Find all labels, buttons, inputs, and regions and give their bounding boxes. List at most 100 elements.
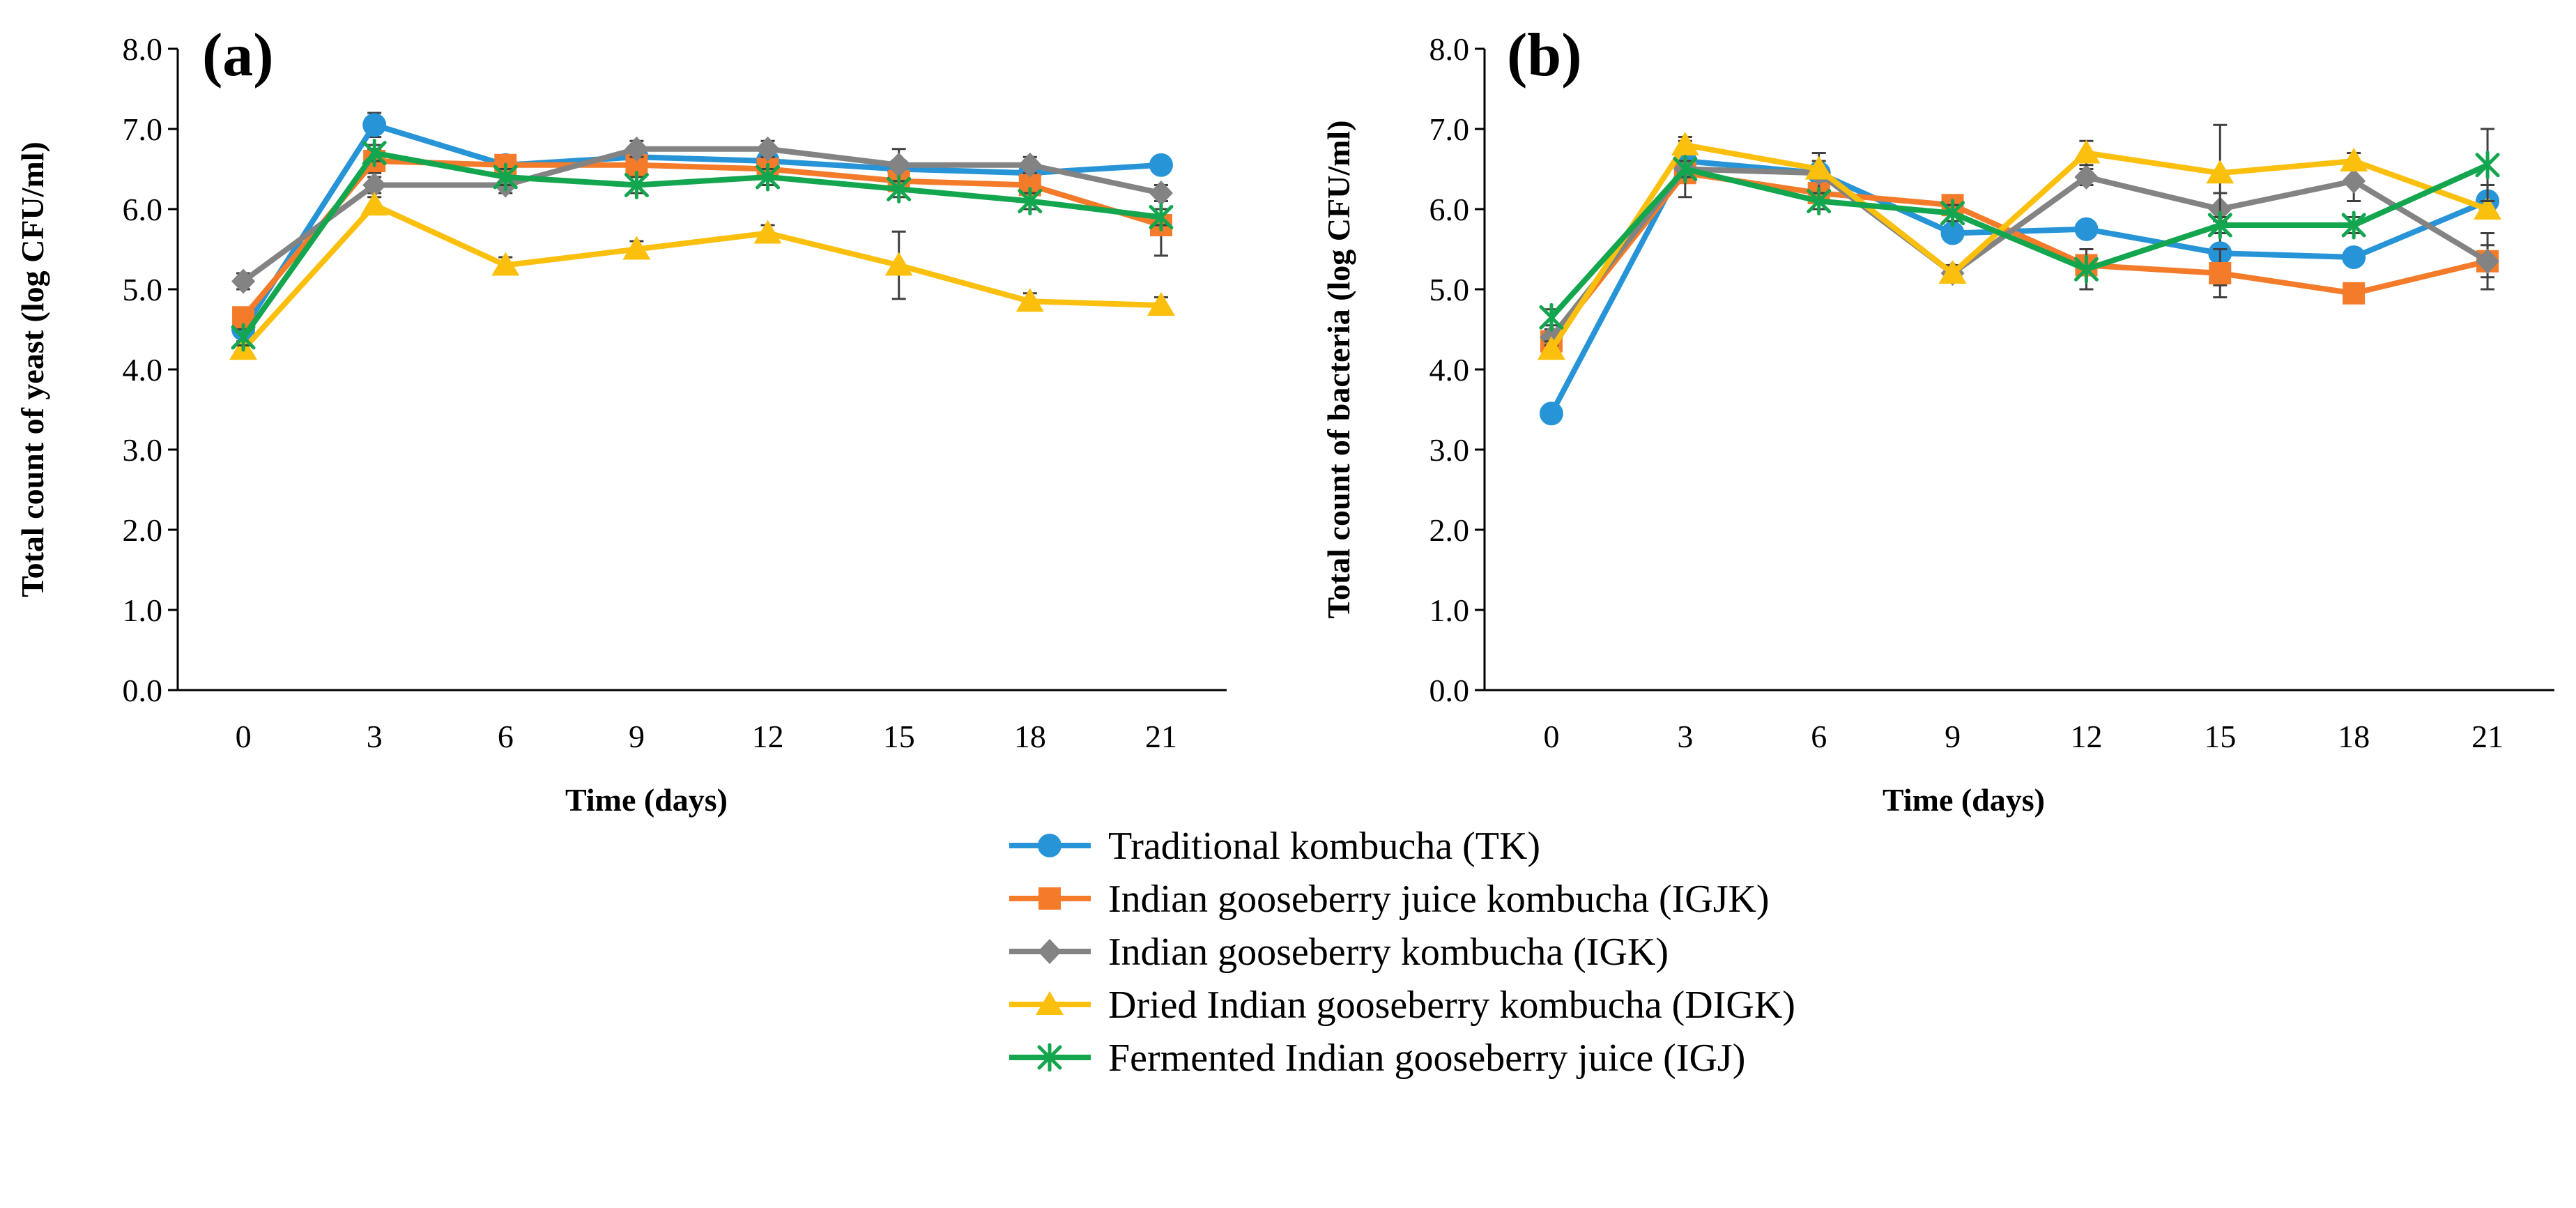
data-point — [1804, 155, 1833, 180]
legend-item-TK: Traditional kombucha (TK) — [1009, 825, 1540, 868]
data-point — [491, 252, 520, 276]
legend: Traditional kombucha (TK) Indian gooseber… — [1009, 825, 1795, 1080]
y-tick-label: 1.0 — [123, 592, 163, 628]
data-point — [2342, 245, 2366, 269]
data-point — [362, 139, 387, 167]
data-point — [1149, 203, 1174, 231]
x-tick-label: 6 — [1811, 719, 1827, 754]
data-point — [1671, 132, 1699, 155]
series-line — [240, 122, 1162, 331]
data-point — [362, 113, 387, 137]
y-tick-label: 5.0 — [1429, 272, 1470, 307]
x-tick-label: 9 — [1945, 719, 1961, 754]
data-point — [1018, 152, 1042, 178]
data-point — [2206, 160, 2234, 184]
legend-item-IGJK: Indian gooseberry juice kombucha (IGJK) — [1009, 878, 1770, 921]
x-tick-label: 18 — [2338, 719, 2370, 754]
series-line — [1549, 142, 2489, 351]
data-point — [1149, 181, 1173, 206]
data-point — [1938, 260, 1967, 284]
x-tick-label: 0 — [1543, 719, 1559, 754]
y-tick-label: 8.0 — [1429, 31, 1470, 67]
y-axis-title: Total count of yeast (log CFU/ml) — [15, 142, 50, 597]
y-tick-label: 1.0 — [1429, 592, 1470, 628]
series-IGK — [231, 136, 1173, 294]
y-tick-label: 2.0 — [1429, 512, 1470, 548]
x-tick-label: 9 — [629, 719, 645, 754]
data-point — [1149, 153, 1173, 177]
legend-item-IGK: Indian gooseberry kombucha (IGK) — [1009, 931, 1669, 974]
data-point — [2074, 217, 2099, 241]
data-point — [887, 152, 911, 178]
legend-label: Indian gooseberry juice kombucha (IGJK) — [1108, 878, 1770, 921]
y-tick-label: 6.0 — [1429, 192, 1470, 227]
legend-item-DIGK: Dried Indian gooseberry kombucha (DIGK) — [1009, 984, 1795, 1027]
data-point — [231, 323, 256, 352]
data-point — [753, 220, 782, 244]
series-DIGK — [1537, 123, 2502, 360]
y-tick-label: 0.0 — [123, 673, 163, 708]
x-tick-label: 12 — [2070, 719, 2102, 754]
series-line — [240, 150, 1162, 339]
y-tick-label: 0.0 — [1429, 673, 1470, 708]
legend-label: Dried Indian gooseberry kombucha (DIGK) — [1108, 984, 1795, 1027]
data-point — [2072, 139, 2101, 164]
data-point — [1807, 187, 1832, 215]
panel-label: (a) — [202, 22, 274, 89]
series-line — [1549, 162, 2489, 319]
legend-label: Fermented Indian gooseberry juice (IGJ) — [1108, 1037, 1745, 1080]
y-tick-label: 5.0 — [123, 272, 163, 307]
data-point — [2342, 168, 2366, 194]
y-axis-title: Total count of bacteria (log CFU/ml) — [1321, 120, 1356, 618]
y-tick-label: 2.0 — [123, 512, 163, 548]
x-tick-label: 0 — [236, 719, 252, 754]
legend-item-IGJ: Fermented Indian gooseberry juice (IGJ) — [1009, 1037, 1745, 1080]
y-tick-label: 7.0 — [123, 112, 163, 147]
series-line — [1549, 158, 2489, 415]
y-tick-label: 7.0 — [1429, 112, 1470, 147]
data-point — [493, 162, 518, 192]
data-point — [756, 136, 780, 162]
data-point — [1539, 303, 1564, 332]
data-point — [1018, 187, 1043, 215]
data-point — [1673, 155, 1698, 183]
y-tick-label: 3.0 — [123, 432, 163, 468]
y-tick-label: 3.0 — [1429, 432, 1470, 468]
data-point — [2474, 196, 2502, 220]
data-point — [2343, 282, 2366, 305]
data-point — [2475, 151, 2500, 180]
series-line — [240, 158, 1163, 319]
data-point — [756, 162, 781, 192]
legend-marker — [1038, 834, 1061, 857]
series-line — [241, 146, 1162, 284]
series-line — [1549, 166, 2490, 339]
data-point — [2340, 148, 2368, 171]
legend-marker — [1038, 939, 1061, 964]
legend-marker — [1036, 991, 1064, 1015]
data-point — [624, 171, 649, 199]
legend-label: Indian gooseberry kombucha (IGK) — [1108, 931, 1669, 974]
data-point — [362, 172, 387, 198]
x-tick-label: 3 — [1677, 719, 1693, 754]
data-point — [360, 192, 389, 216]
x-axis-title: Time (days) — [1883, 782, 2045, 818]
data-point — [1539, 402, 1563, 426]
panel-label: (b) — [1507, 22, 1582, 89]
x-tick-label: 15 — [883, 719, 915, 754]
x-tick-label: 6 — [498, 719, 514, 754]
data-point — [622, 236, 651, 260]
x-tick-label: 12 — [752, 719, 784, 754]
series-IGJ — [231, 139, 1174, 352]
data-point — [1940, 221, 1965, 245]
x-tick-label: 21 — [2471, 719, 2504, 754]
data-point — [231, 268, 256, 294]
series-IGJ — [1539, 128, 2500, 332]
legend-label: Traditional kombucha (TK) — [1108, 825, 1540, 868]
y-tick-label: 4.0 — [123, 352, 163, 388]
y-tick-label: 8.0 — [123, 31, 163, 67]
data-point — [2074, 165, 2099, 190]
data-point — [2209, 262, 2232, 284]
data-point — [624, 136, 649, 162]
legend-marker — [1038, 887, 1061, 910]
